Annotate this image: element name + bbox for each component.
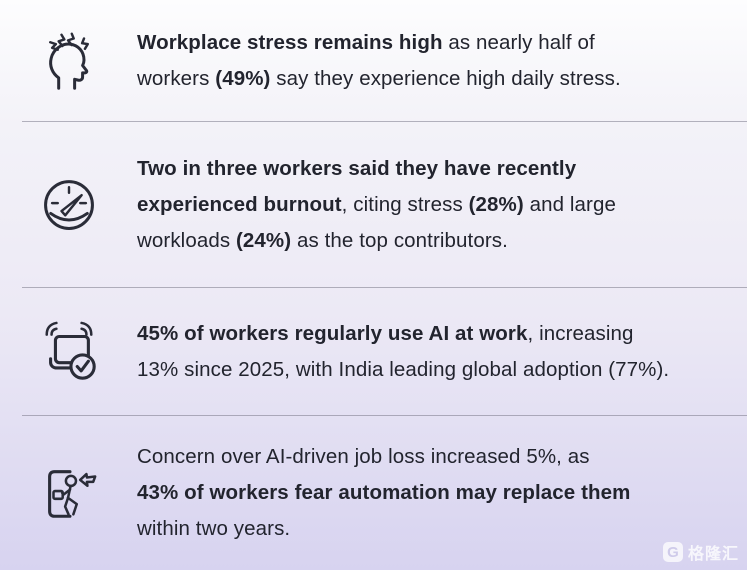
stat-icon-cell — [0, 175, 137, 235]
gauge-icon — [43, 179, 94, 230]
laptop-check-icon — [44, 321, 96, 380]
gelonghui-logo-icon: G — [662, 542, 683, 562]
gelonghui-watermark: G 格隆汇 — [662, 540, 739, 564]
stat-text-line: workers (49%) say they experience high d… — [137, 66, 621, 90]
row-divider — [22, 287, 747, 288]
stat-text-burnout: Two in three workers said they have rece… — [137, 151, 747, 259]
stat-text-line: workloads (24%) as the top contributors. — [137, 228, 508, 252]
stat-text-line: 45% of workers regularly use AI at work,… — [137, 321, 634, 345]
row-divider — [22, 415, 747, 416]
stat-text-line: Workplace stress remains high as nearly … — [137, 30, 595, 54]
stat-text-line: 13% since 2025, with India leading globa… — [137, 357, 670, 381]
stat-text-ai-usage: 45% of workers regularly use AI at work,… — [137, 316, 747, 388]
stat-text-line: experienced burnout, citing stress (28%)… — [137, 192, 616, 216]
stressed-head-icon — [48, 32, 89, 90]
stat-row-burnout: Two in three workers said they have rece… — [0, 122, 747, 287]
gelonghui-brand-text: 格隆汇 — [687, 546, 739, 563]
stat-text-line: Two in three workers said they have rece… — [137, 156, 577, 180]
stat-text-line: Concern over AI-driven job loss increase… — [137, 445, 590, 468]
stat-row-ai-job-loss: Concern over AI-driven job loss increase… — [0, 416, 747, 570]
stat-text-workplace-stress: Workplace stress remains high as nearly … — [137, 25, 747, 97]
stat-row-ai-usage: 45% of workers regularly use AI at work,… — [0, 288, 747, 415]
stat-text-ai-job-loss: Concern over AI-driven job loss increase… — [137, 439, 747, 547]
stat-text-line: 43% of workers fear automation may repla… — [137, 481, 631, 504]
stat-icon-cell — [0, 462, 137, 524]
stat-icon-cell — [0, 321, 137, 383]
exit-door-icon — [47, 470, 96, 518]
stat-icon-cell — [0, 30, 137, 92]
stat-row-workplace-stress: Workplace stress remains high as nearly … — [0, 0, 747, 121]
row-divider — [22, 121, 747, 122]
stat-text-line: within two years. — [137, 517, 291, 540]
